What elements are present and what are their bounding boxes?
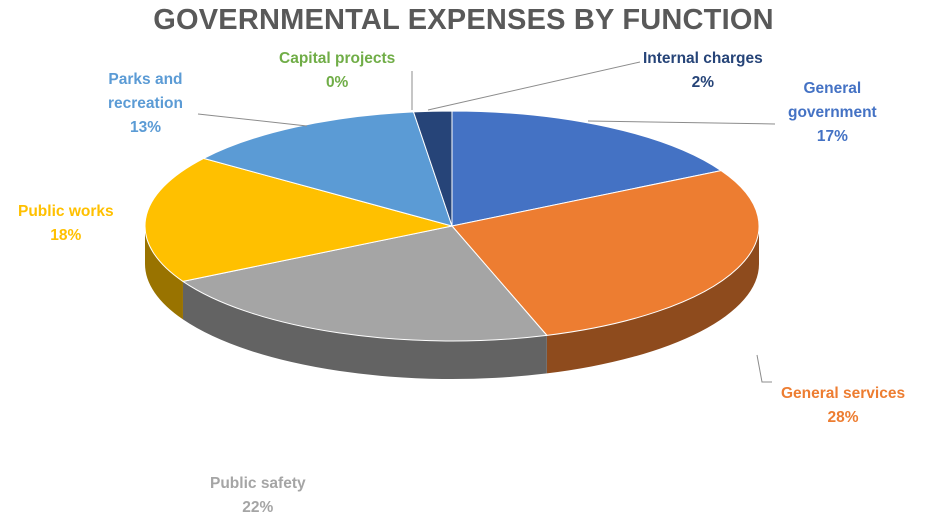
data-label-name: Public works [18,203,114,220]
pie-slice-public-safety [182,225,548,342]
pie-tops [144,110,760,342]
data-label-name: General services [781,385,906,402]
leader-line-parks-and-recreation [197,113,308,127]
data-label-name: government [788,104,877,121]
pie-side-public-safety [182,281,547,379]
pie-slice-general-services [451,170,760,336]
data-label-general-government: General government 17% [788,77,877,149]
data-label-name: General [803,80,862,97]
pie-slice-internal-charges [413,110,453,227]
data-label-name: recreation [108,95,183,112]
leader-line-general-services [756,354,772,383]
data-label-public-works: Public works 18% [18,200,114,248]
data-label-general-services: General services 28% [781,382,905,430]
data-label-percent: 17% [816,128,848,145]
data-label-percent: 28% [827,409,859,426]
data-label-capital-projects: Capital projects 0% [279,47,395,95]
data-label-percent: 13% [129,119,161,136]
pie-slice-general-government [451,110,722,227]
data-label-name: Parks and [108,71,183,88]
chart-title: GOVERNMENTAL EXPENSES BY FUNCTION [153,4,774,36]
data-label-name: Public safety [210,475,306,492]
data-label-internal-charges: Internal charges 2% [643,47,763,95]
pie-slice-parks-and-recreation [203,111,453,227]
pie-side-general-services [546,226,759,374]
data-label-public-safety: Public safety 22% [210,472,306,520]
pie-sides [145,226,759,379]
leader-line-internal-charges [427,61,641,111]
data-label-percent: 22% [242,499,274,516]
leader-line-general-government [587,120,776,125]
data-label-name: Capital projects [279,50,396,67]
data-label-percent: 18% [50,227,82,244]
data-label-parks-and-recreation: Parks and recreation 13% [108,68,183,140]
data-label-percent: 0% [325,74,349,91]
data-label-percent: 2% [691,74,715,91]
pie-slice-public-works [144,157,453,282]
data-label-name: Internal charges [643,50,763,67]
leader-lines [197,61,776,383]
pie-side-public-works [145,226,183,320]
